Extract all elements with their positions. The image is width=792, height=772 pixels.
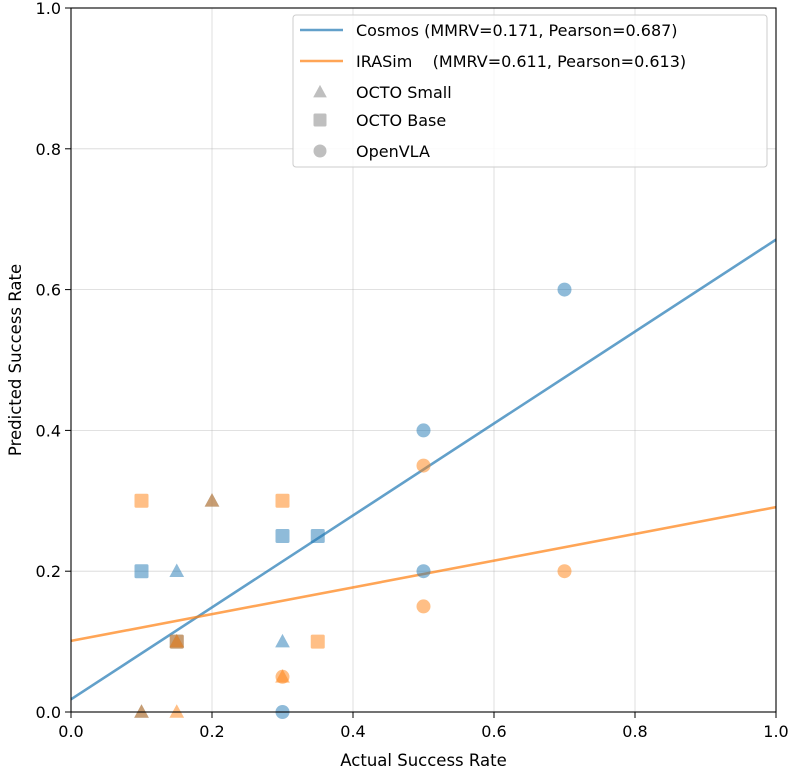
legend-circle-shape xyxy=(313,144,327,158)
legend: Cosmos (MMRV=0.171, Pearson=0.687) IRASi… xyxy=(292,14,768,168)
x-tick-label: 0.8 xyxy=(622,722,647,741)
x-tick-label: 0.6 xyxy=(481,722,506,741)
point-irasim-circle xyxy=(416,458,431,473)
legend-triangle-marker xyxy=(313,84,327,98)
point-cosmos-circle xyxy=(416,564,431,579)
point-irasim-triangle xyxy=(134,704,149,718)
legend-square-marker xyxy=(313,113,327,127)
point-cosmos-square xyxy=(134,564,149,579)
y-axis-label: Predicted Success Rate xyxy=(6,264,25,456)
y-tick-label: 0.8 xyxy=(36,140,61,159)
point-cosmos-square xyxy=(275,529,290,543)
x-tick-label: 1.0 xyxy=(763,722,788,741)
legend-square-shape xyxy=(313,113,327,127)
point-irasim-triangle xyxy=(169,704,185,718)
point-irasim-square xyxy=(134,493,149,508)
x-tick-label: 0.0 xyxy=(58,722,83,741)
y-tick-label: 1.0 xyxy=(36,0,61,18)
legend-label-openvla: OpenVLA xyxy=(356,142,430,161)
x-axis-label: Actual Success Rate xyxy=(340,751,506,770)
axis-ticks: 0.0 0.2 0.4 0.6 0.8 1.0 0.0 0.2 0.4 0.6 0.8 1.0 xyxy=(36,0,789,741)
point-cosmos-circle xyxy=(557,282,572,297)
legend-box xyxy=(292,14,768,168)
point-irasim-square xyxy=(310,634,325,649)
y-tick-label: 0.6 xyxy=(36,281,61,300)
x-tick-label: 0.2 xyxy=(199,722,224,741)
legend-label-octo-base: OCTO Base xyxy=(356,111,446,130)
legend-label-irasim: IRASim (MMRV=0.611, Pearson=0.613) xyxy=(356,52,686,71)
y-tick-label: 0.0 xyxy=(36,703,61,722)
point-irasim-circle xyxy=(557,564,572,579)
legend-circle-marker xyxy=(313,144,327,158)
y-tick-label: 0.4 xyxy=(36,421,61,440)
point-cosmos-triangle xyxy=(169,563,185,577)
point-irasim-square xyxy=(275,493,290,508)
point-irasim-circle xyxy=(275,669,290,684)
point-cosmos-triangle xyxy=(275,633,290,648)
legend-label-cosmos: Cosmos (MMRV=0.171, Pearson=0.687) xyxy=(356,21,678,40)
plot-frame xyxy=(70,7,777,713)
y-tick-label: 0.2 xyxy=(36,562,61,581)
legend-label-octo-small: OCTO Small xyxy=(356,83,452,102)
point-irasim-triangle xyxy=(204,493,220,507)
point-irasim-circle xyxy=(416,599,431,614)
x-tick-label: 0.4 xyxy=(340,722,365,741)
point-cosmos-square xyxy=(310,529,325,543)
legend-triangle-shape xyxy=(313,84,327,98)
point-irasim-square xyxy=(169,634,184,649)
point-cosmos-circle xyxy=(416,423,431,438)
